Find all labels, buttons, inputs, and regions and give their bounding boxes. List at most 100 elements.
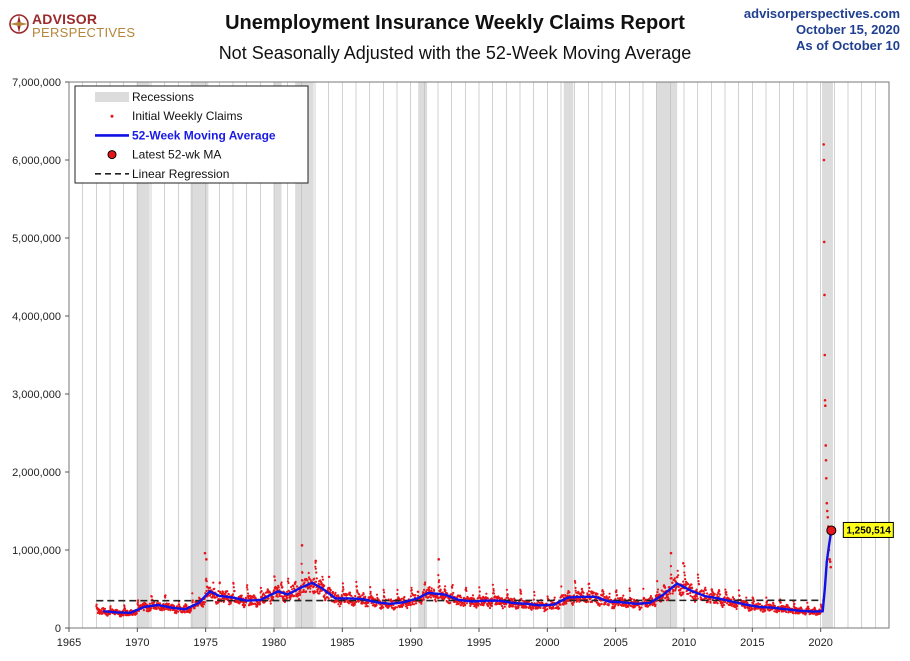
- claims-point: [822, 158, 826, 162]
- claims-point: [305, 590, 308, 593]
- claims-point: [205, 577, 208, 580]
- claims-point: [446, 592, 449, 595]
- claims-point: [628, 589, 632, 593]
- claims-point: [744, 606, 747, 609]
- claims-point: [109, 605, 112, 608]
- claims-point: [233, 589, 236, 593]
- claims-point: [142, 609, 145, 612]
- recession-band: [563, 82, 574, 628]
- claims-point: [185, 604, 188, 607]
- claims-point: [400, 597, 403, 600]
- claims-point: [245, 586, 248, 589]
- claims-point: [522, 606, 526, 609]
- claims-point: [423, 588, 426, 592]
- claims-point: [269, 591, 272, 595]
- claims-point: [718, 593, 722, 596]
- claims-point: [823, 293, 826, 297]
- claims-point: [735, 607, 738, 611]
- claims-point: [428, 586, 431, 589]
- claims-point: [213, 587, 216, 590]
- claims-point: [765, 596, 768, 599]
- claims-point: [654, 603, 657, 606]
- claims-point: [183, 611, 186, 614]
- claims-point: [355, 580, 358, 584]
- claims-point: [718, 590, 721, 593]
- claims-point: [725, 591, 728, 594]
- claims-point: [824, 459, 828, 462]
- claims-point: [539, 606, 542, 610]
- claims-point: [478, 586, 481, 589]
- claims-point: [745, 596, 748, 599]
- claims-point: [725, 593, 728, 596]
- claims-point: [221, 591, 225, 594]
- claims-point: [414, 594, 417, 597]
- claims-point: [155, 607, 158, 610]
- claims-point: [303, 581, 306, 584]
- claims-point: [410, 586, 413, 589]
- claims-point: [430, 589, 433, 592]
- claims-point: [251, 602, 255, 606]
- claims-point: [240, 594, 243, 597]
- claims-point: [341, 590, 344, 593]
- claims-point: [703, 592, 706, 595]
- claims-point: [726, 602, 729, 605]
- recession-band: [655, 82, 678, 628]
- claims-point: [413, 603, 416, 606]
- claims-point: [295, 585, 298, 588]
- claims-point: [697, 583, 701, 586]
- x-tick-label: 1975: [193, 637, 217, 649]
- claims-point: [608, 592, 611, 595]
- source-asof: As of October 10: [795, 38, 900, 53]
- claims-point: [437, 558, 440, 561]
- claims-point: [695, 595, 699, 598]
- y-tick-label: 4,000,000: [12, 311, 61, 323]
- claims-point: [298, 593, 302, 597]
- claims-point: [323, 584, 326, 588]
- latest-ma-callout: 1,250,514: [842, 521, 894, 538]
- claims-point: [487, 605, 490, 608]
- claims-point: [558, 607, 561, 610]
- latest-ma-point: [826, 525, 837, 536]
- claims-point: [460, 596, 463, 599]
- claims-point: [402, 604, 405, 607]
- claims-point: [646, 605, 650, 608]
- claims-point: [672, 590, 675, 593]
- claims-point: [752, 602, 755, 605]
- claims-point: [828, 558, 831, 561]
- claims-point: [314, 559, 317, 563]
- claims-point: [716, 593, 719, 596]
- claims-point: [501, 607, 504, 610]
- claims-point: [473, 605, 476, 608]
- claims-point: [275, 593, 278, 596]
- recession-band: [822, 82, 833, 628]
- claims-point: [411, 603, 414, 606]
- claims-point: [436, 597, 440, 600]
- claims-point: [751, 607, 754, 610]
- claims-point: [482, 604, 485, 607]
- claims-point: [758, 603, 762, 606]
- claims-point: [511, 605, 514, 608]
- claims-point: [292, 585, 295, 588]
- claims-point: [532, 607, 535, 610]
- claims-point: [315, 580, 318, 583]
- claims-point: [590, 600, 594, 604]
- claims-point: [581, 590, 584, 593]
- claims-point: [350, 594, 353, 597]
- claims-point: [656, 591, 659, 594]
- claims-point: [748, 607, 751, 610]
- claims-point: [259, 602, 262, 605]
- claims-point: [452, 591, 455, 595]
- claims-point: [226, 590, 229, 593]
- claims-point: [793, 602, 796, 606]
- claims-point: [109, 606, 112, 610]
- claims-point: [533, 590, 536, 594]
- claims-point: [163, 608, 166, 611]
- claims-point: [136, 601, 139, 604]
- claims-point: [704, 586, 707, 589]
- claims-point: [277, 586, 280, 589]
- claims-point: [517, 606, 520, 609]
- claims-point: [122, 614, 125, 617]
- claims-point: [559, 603, 562, 606]
- claims-point: [332, 592, 335, 595]
- claims-point: [710, 592, 713, 595]
